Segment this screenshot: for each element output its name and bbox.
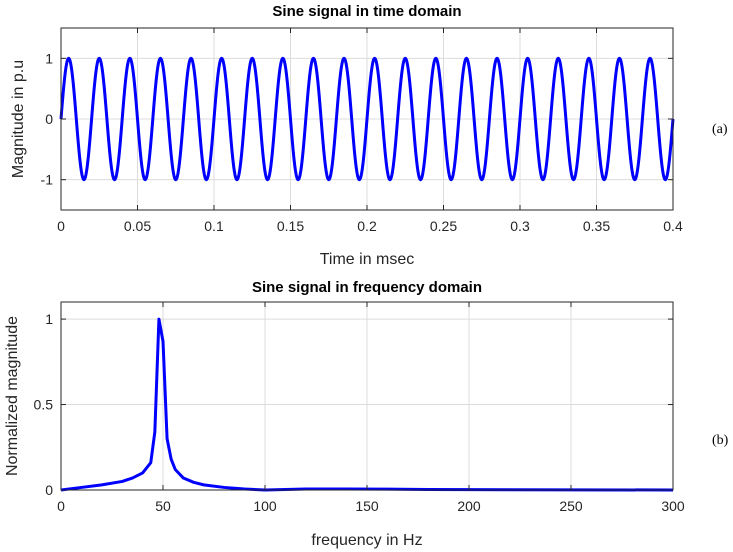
y-tick-label: 0 <box>45 111 53 127</box>
time-domain-chart: 0 0.05 0.1 0.15 0.2 0.25 0.3 0.35 0.4 -1 0 1 Sine … <box>10 3 728 268</box>
x-tick-label: 0.4 <box>663 218 683 234</box>
y-axis-label: Magnitude in p.u <box>10 60 27 178</box>
x-tick-label: 0.1 <box>204 218 224 234</box>
x-tick-label: 300 <box>661 498 685 514</box>
y-tick-label: 0 <box>45 482 53 498</box>
panel-label: (b) <box>712 433 729 448</box>
frequency-domain-chart: 0 50 100 150 200 250 300 00.51 Sine signal in … <box>4 279 729 549</box>
x-tick-label: 0.3 <box>510 218 530 234</box>
x-ticks: 0 50 100 150 200 250 300 <box>57 302 685 514</box>
series-group <box>60 317 674 492</box>
chart-title: Sine signal in time domain <box>272 3 461 20</box>
series-line <box>59 56 675 182</box>
x-tick-label: 0.25 <box>430 218 457 234</box>
y-axis-label: Normalized magnitude <box>4 316 21 476</box>
x-tick-label: 150 <box>355 498 379 514</box>
series-line <box>60 317 674 492</box>
x-tick-label: 0 <box>57 218 65 234</box>
y-tick-label: 1 <box>45 50 53 66</box>
x-tick-label: 0.35 <box>583 218 610 234</box>
x-tick-label: 0.2 <box>357 218 377 234</box>
y-tick-label: 0.5 <box>34 397 54 413</box>
x-tick-label: 50 <box>155 498 171 514</box>
x-tick-label: 250 <box>559 498 583 514</box>
x-tick-label: 0.15 <box>277 218 304 234</box>
panel-label: (a) <box>712 122 728 137</box>
y-tick-label: 1 <box>45 311 53 327</box>
x-tick-label: 200 <box>457 498 481 514</box>
x-axis-label: frequency in Hz <box>311 532 422 549</box>
x-axis-label: Time in msec <box>320 251 415 268</box>
grid <box>61 302 673 490</box>
x-tick-label: 0 <box>57 498 65 514</box>
y-tick-label: -1 <box>41 172 54 188</box>
x-ticks: 0 0.05 0.1 0.15 0.2 0.25 0.3 0.35 0.4 <box>57 28 683 234</box>
x-tick-label: 100 <box>253 498 277 514</box>
y-ticks: -1 0 1 <box>41 50 673 188</box>
chart-title: Sine signal in frequency domain <box>252 279 482 296</box>
series-group <box>59 56 675 182</box>
x-tick-label: 0.05 <box>124 218 151 234</box>
y-ticks: 00.51 <box>34 311 673 498</box>
